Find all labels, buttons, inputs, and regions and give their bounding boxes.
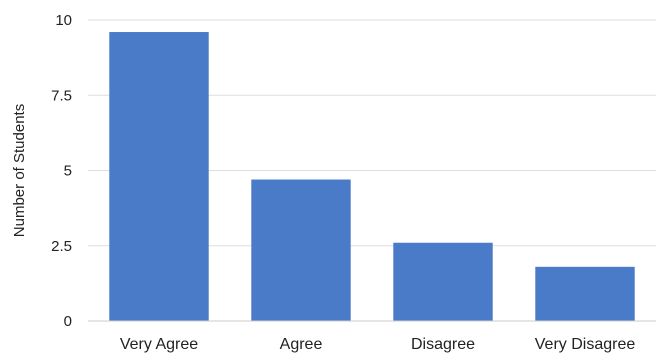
y-axis-title: Number of Students xyxy=(11,104,28,237)
bar-agree xyxy=(251,179,351,321)
y-axis-ticks: 0 2.5 5 7.5 10 xyxy=(51,12,72,330)
x-axis-ticks: Very Agree Agree Disagree Very Disagree xyxy=(120,336,635,353)
x-tick-label: Disagree xyxy=(411,336,475,353)
bar-disagree xyxy=(393,242,493,321)
bar-very-disagree xyxy=(535,266,635,321)
y-tick-label: 10 xyxy=(55,12,72,29)
bar-very-agree xyxy=(109,32,209,321)
y-tick-label: 0 xyxy=(64,313,72,330)
y-tick-label: 7.5 xyxy=(51,87,72,104)
x-tick-label: Agree xyxy=(280,336,323,353)
y-tick-label: 2.5 xyxy=(51,238,72,255)
x-tick-label: Very Disagree xyxy=(535,336,636,353)
x-tick-label: Very Agree xyxy=(120,336,198,353)
y-tick-label: 5 xyxy=(64,163,72,180)
bars xyxy=(109,32,635,321)
